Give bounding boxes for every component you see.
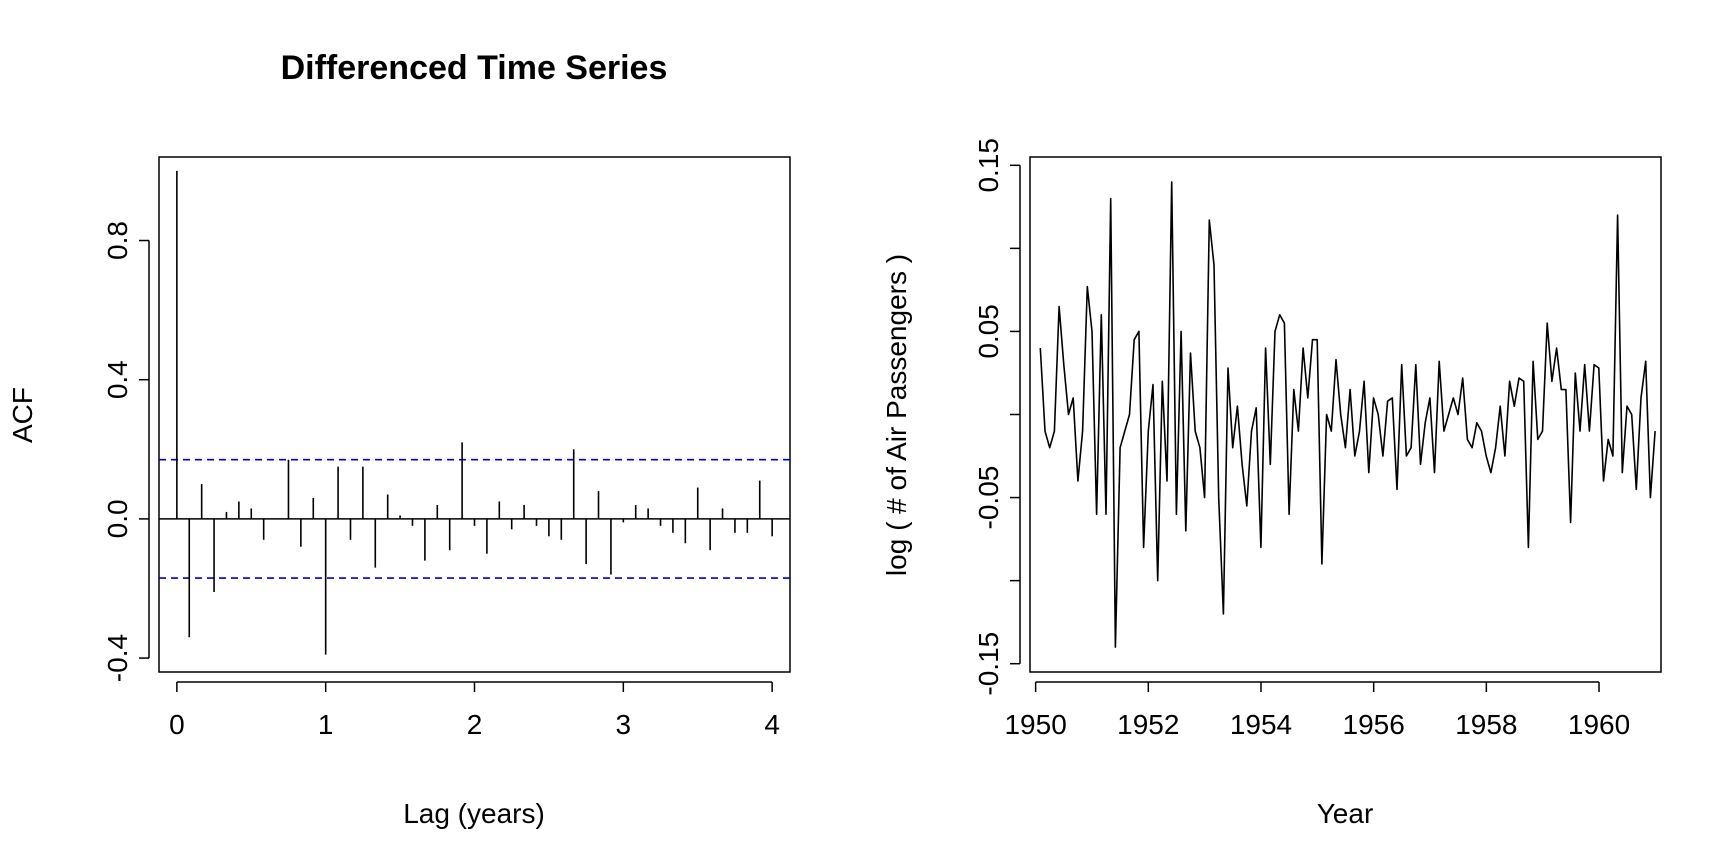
series-x-tick-label: 1952: [1117, 709, 1179, 740]
series-y-tick-label: 0.15: [973, 138, 1004, 193]
series-y-tick-label: 0.05: [973, 304, 1004, 359]
acf-title: Differenced Time Series: [281, 49, 668, 87]
acf-axes: 0 1 2 3 4 -0.4 0.0 0.4 0.8: [102, 221, 780, 740]
acf-panel: Differenced Time Series 0 1 2 3 4-0.40.00.40…: [7, 49, 791, 829]
series-x-tick-label: 1958: [1455, 709, 1517, 740]
acf-y-tick-label: -0.4: [102, 634, 133, 682]
acf-y-axis-label: ACF: [7, 387, 38, 443]
series-y-tick-label: -0.15: [973, 632, 1004, 696]
series-y-axis-label: log ( # of Air Passengers ): [881, 254, 912, 576]
series-plot-frame: [1029, 156, 1662, 673]
acf-x-axis-label: Lag (years): [403, 798, 545, 829]
acf-plot-frame: [158, 156, 791, 673]
series-x-tick-label: 1960: [1568, 709, 1630, 740]
series-x-tick-label: 1950: [1004, 709, 1066, 740]
series-panel: 1950 1952 1954 1956 1958 1960 -0.15 -0.05 0.05 0.…: [881, 138, 1662, 829]
acf-x-tick-label: 1: [318, 709, 334, 740]
acf-x-tick-label: 0: [169, 709, 185, 740]
series-x-tick-label: 1954: [1230, 709, 1292, 740]
series-y-tick-label: -0.05: [973, 466, 1004, 530]
acf-y-tick-label: 0.0: [102, 499, 133, 538]
acf-x-tick-label: 4: [764, 709, 780, 740]
acf-x-tick-label: 2: [467, 709, 483, 740]
acf-y-tick-label: 0.4: [102, 360, 133, 399]
series-x-axis-label: Year: [1317, 798, 1374, 829]
acf-y-tick-label: 0.8: [102, 221, 133, 260]
series-line: [1039, 181, 1656, 648]
series-x-tick-label: 1956: [1343, 709, 1405, 740]
acf-bars: [159, 170, 790, 655]
series-axes: 1950 1952 1954 1956 1958 1960 -0.15 -0.05 0.05 0.…: [973, 138, 1630, 740]
acf-x-tick-label: 3: [616, 709, 632, 740]
